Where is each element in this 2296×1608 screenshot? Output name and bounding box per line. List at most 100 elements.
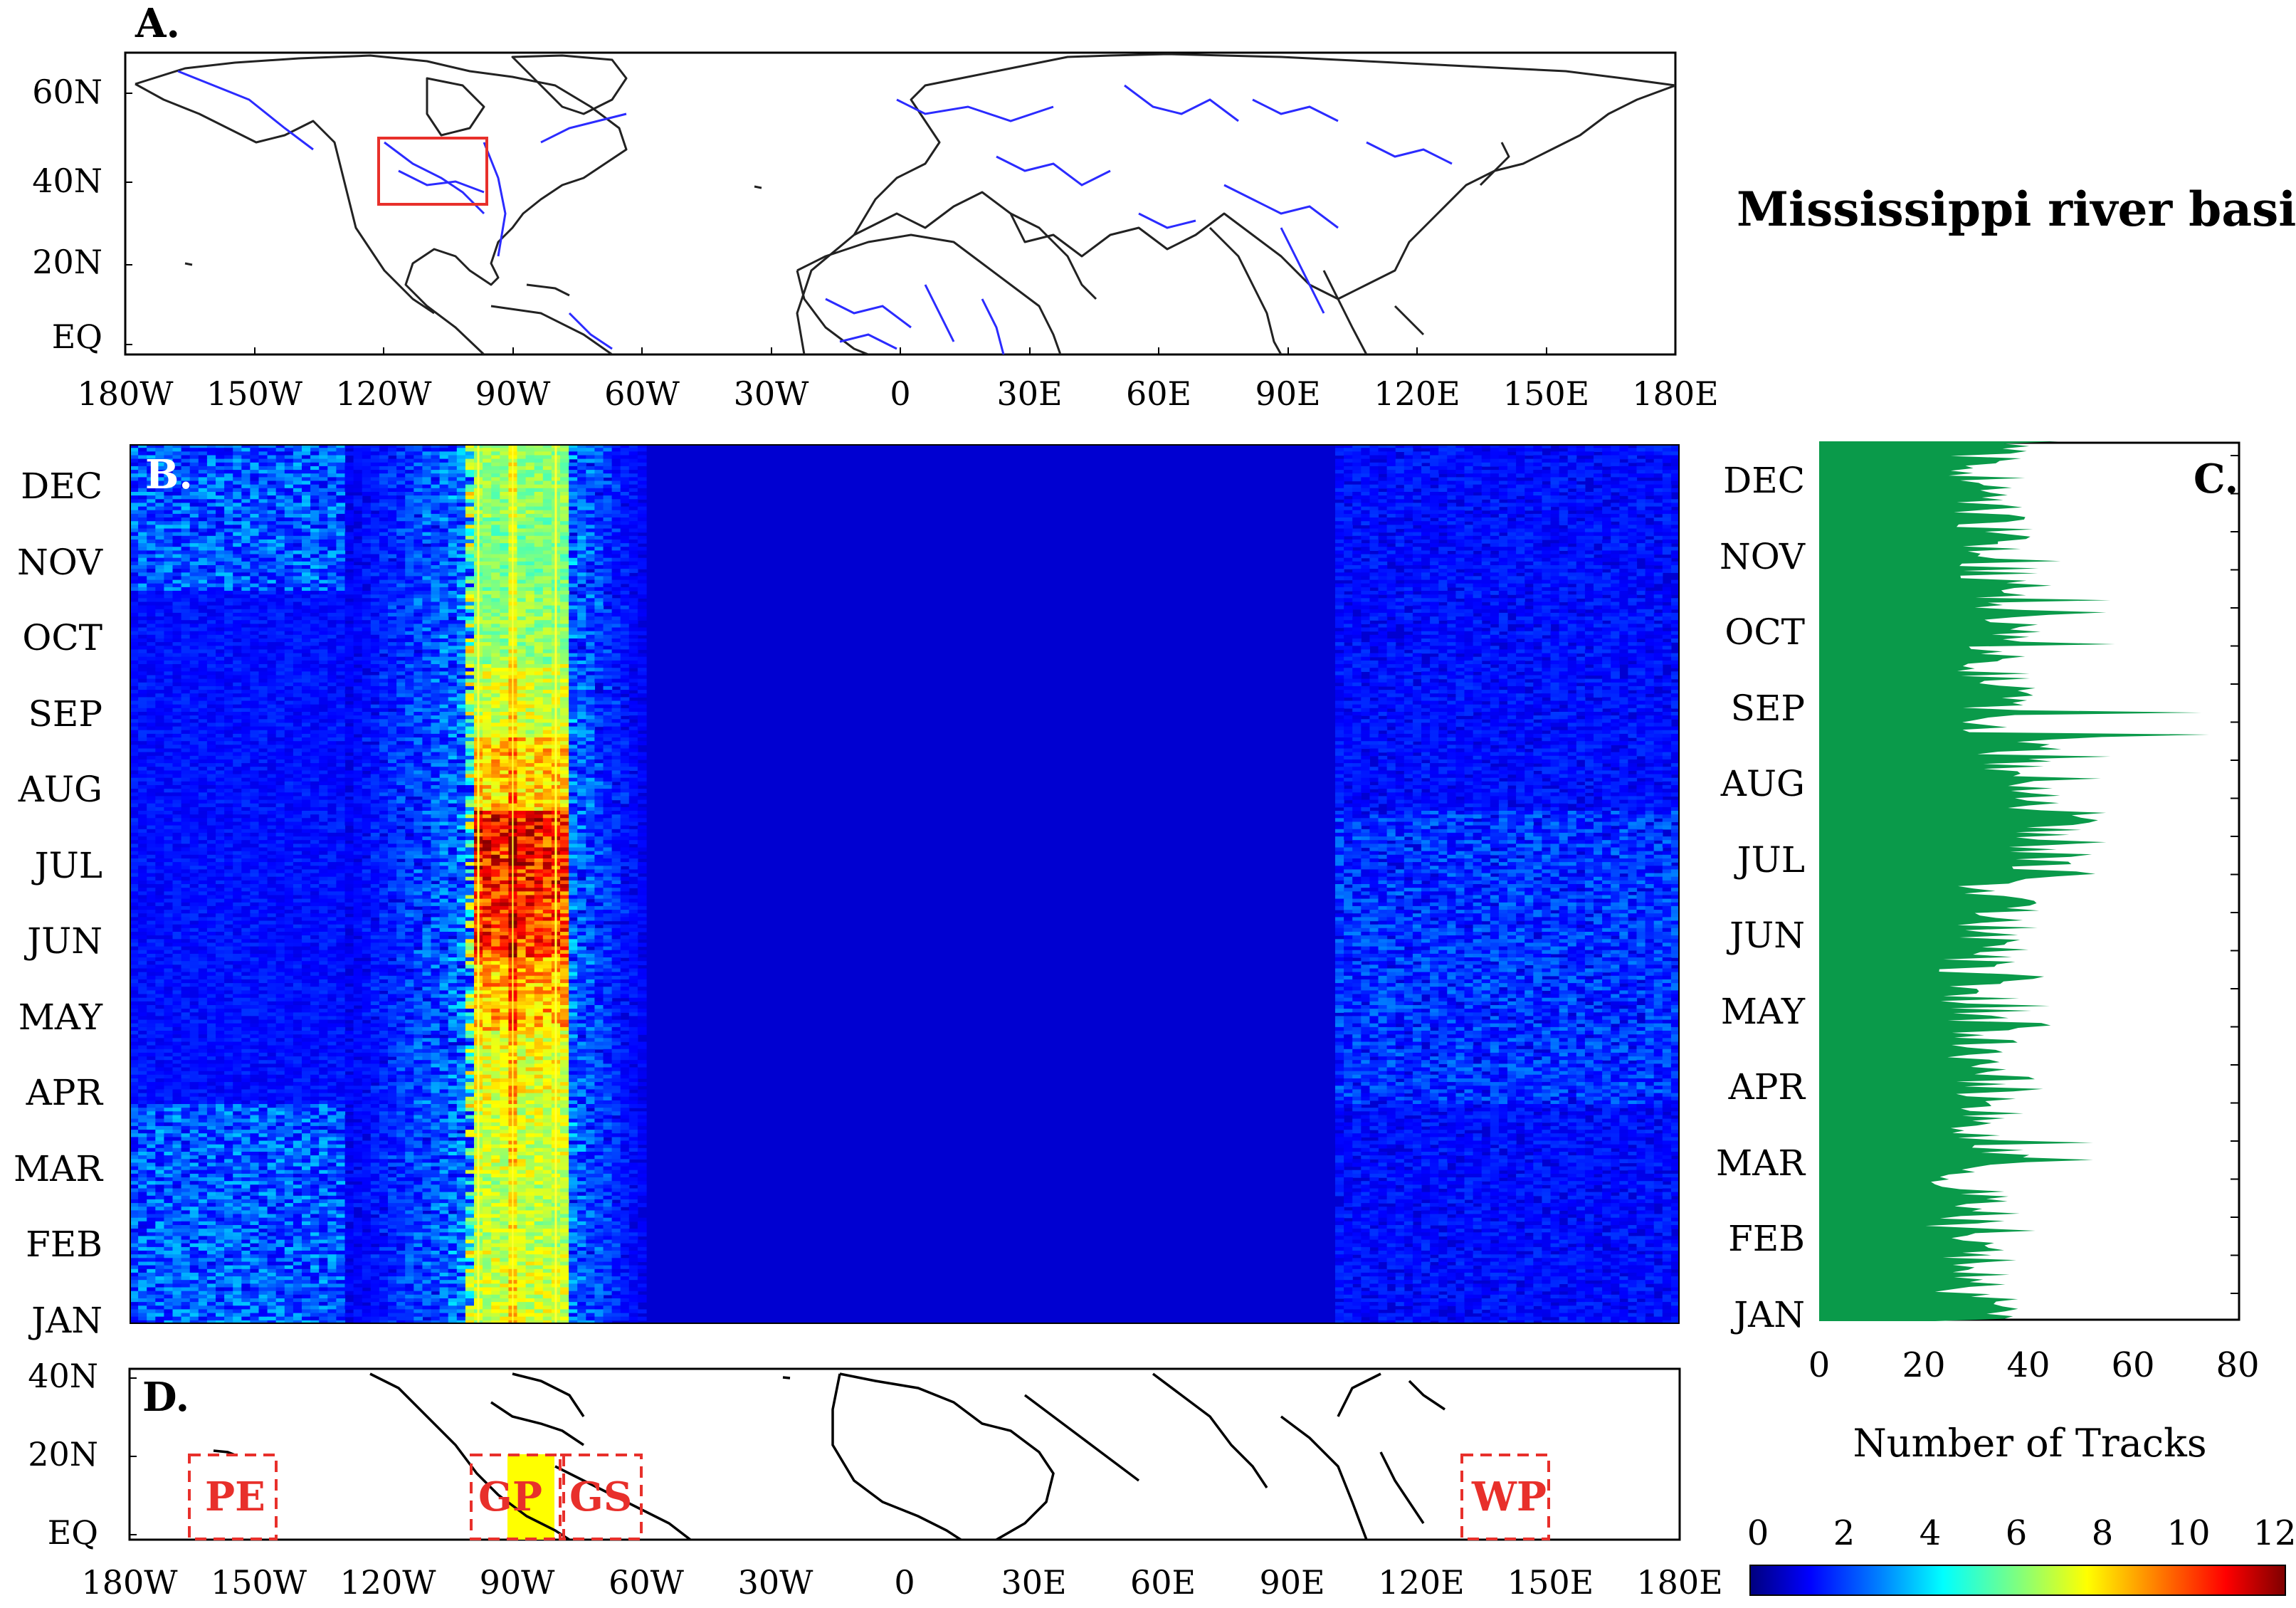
heatmap-cell bbox=[1335, 569, 1344, 573]
heatmap-cell bbox=[155, 473, 164, 478]
heatmap-cell bbox=[1533, 535, 1542, 540]
heatmap-cell bbox=[362, 612, 372, 617]
heatmap-cell bbox=[1447, 470, 1456, 474]
heatmap-cell bbox=[1352, 616, 1362, 621]
heatmap-cell bbox=[525, 631, 535, 636]
heatmap-cell bbox=[1636, 576, 1646, 581]
heatmap-cell bbox=[422, 605, 432, 610]
heatmap-cell bbox=[594, 569, 604, 573]
heatmap-cell bbox=[1378, 547, 1388, 551]
heatmap-cell bbox=[1335, 547, 1344, 551]
heatmap-cell bbox=[1464, 466, 1474, 471]
heatmap-cell bbox=[483, 473, 492, 478]
heatmap-cell bbox=[637, 627, 647, 632]
heatmap-cell bbox=[1542, 591, 1552, 595]
heatmap-cell bbox=[422, 477, 432, 482]
heatmap-cell bbox=[379, 565, 389, 569]
heatmap-cell bbox=[534, 451, 544, 456]
heatmap-cell bbox=[1447, 631, 1456, 636]
heatmap-cell bbox=[1584, 448, 1594, 452]
heatmap-cell bbox=[1490, 488, 1500, 493]
heatmap-cell bbox=[1335, 616, 1344, 621]
heatmap-cell bbox=[569, 539, 578, 544]
heatmap-cell bbox=[1542, 473, 1552, 478]
heatmap-cell bbox=[637, 517, 647, 522]
panel-a-lon-label: 30W bbox=[715, 374, 828, 413]
heatmap-cell bbox=[1490, 569, 1500, 573]
heatmap-cell bbox=[1369, 455, 1379, 460]
heatmap-cell bbox=[1507, 579, 1517, 584]
heatmap-cell bbox=[1533, 444, 1542, 448]
heatmap-cell bbox=[594, 591, 604, 595]
heatmap-cell bbox=[250, 572, 260, 577]
heatmap-cell bbox=[1361, 554, 1370, 559]
heatmap-cell bbox=[1653, 543, 1663, 547]
heatmap-cell bbox=[396, 517, 406, 522]
heatmap-cell bbox=[250, 528, 260, 533]
heatmap-cell bbox=[1594, 510, 1603, 515]
heatmap-cell bbox=[456, 583, 466, 588]
heatmap-cell bbox=[1628, 506, 1638, 511]
heatmap-cell bbox=[431, 480, 441, 485]
heatmap-cell bbox=[1369, 451, 1379, 456]
heatmap-cell bbox=[1636, 521, 1646, 525]
heatmap-cell bbox=[310, 583, 320, 588]
heatmap-cell bbox=[1455, 532, 1465, 537]
heatmap-cell bbox=[1507, 576, 1517, 581]
heatmap-cell bbox=[233, 624, 242, 629]
heatmap-cell bbox=[172, 532, 182, 537]
heatmap-cell bbox=[456, 620, 466, 624]
heatmap-cell bbox=[319, 448, 328, 452]
heatmap-cell bbox=[1567, 576, 1577, 581]
heatmap-cell bbox=[1550, 587, 1560, 592]
heatmap-cell bbox=[138, 547, 147, 551]
heatmap-cell bbox=[1395, 594, 1405, 599]
heatmap-cell bbox=[258, 477, 268, 482]
heatmap-cell bbox=[233, 583, 242, 588]
heatmap-cell bbox=[206, 451, 216, 456]
heatmap-cell bbox=[1653, 550, 1663, 555]
page-title: Mississippi river basin bbox=[1737, 182, 2296, 237]
heatmap-cell bbox=[560, 484, 569, 489]
heatmap-cell bbox=[1533, 598, 1542, 603]
heatmap-cell bbox=[1498, 539, 1508, 544]
heatmap-cell bbox=[560, 535, 569, 540]
heatmap-cell bbox=[1361, 466, 1370, 471]
heatmap-cell bbox=[181, 517, 191, 522]
heatmap-cell bbox=[1438, 547, 1448, 551]
heatmap-cell bbox=[258, 462, 268, 467]
heatmap-cell bbox=[465, 462, 475, 467]
heatmap-cell bbox=[1584, 550, 1594, 555]
heatmap-cell bbox=[189, 466, 199, 471]
heatmap-cell bbox=[1628, 539, 1638, 544]
heatmap-cell bbox=[327, 503, 337, 508]
heatmap-cell bbox=[267, 565, 277, 569]
heatmap-cell bbox=[1335, 583, 1344, 588]
heatmap-cell bbox=[1395, 550, 1405, 555]
heatmap-cell bbox=[569, 455, 578, 460]
heatmap-cell bbox=[560, 543, 569, 547]
heatmap-cell bbox=[302, 444, 311, 448]
heatmap-cell bbox=[1490, 477, 1500, 482]
heatmap-cell bbox=[1507, 458, 1517, 463]
heatmap-cell bbox=[233, 532, 242, 537]
heatmap-cell bbox=[224, 579, 233, 584]
heatmap-cell bbox=[431, 594, 441, 599]
heatmap-cell bbox=[1490, 458, 1500, 463]
heatmap-cell bbox=[491, 583, 500, 588]
heatmap-cell bbox=[1481, 532, 1491, 537]
heatmap-cell bbox=[414, 616, 423, 621]
heatmap-cell bbox=[319, 605, 328, 610]
heatmap-cell bbox=[628, 547, 638, 551]
heatmap-cell bbox=[439, 521, 449, 525]
heatmap-cell bbox=[1524, 587, 1534, 592]
heatmap-cell bbox=[250, 601, 260, 606]
heatmap-cell bbox=[569, 503, 578, 508]
panel-a-lon-label: 60W bbox=[585, 374, 699, 413]
heatmap-cell bbox=[500, 550, 509, 555]
heatmap-cell bbox=[1602, 565, 1611, 569]
heatmap-cell bbox=[448, 458, 458, 463]
heatmap-cell bbox=[1594, 525, 1603, 530]
heatmap-cell bbox=[1404, 451, 1413, 456]
heatmap-cell bbox=[189, 499, 199, 504]
